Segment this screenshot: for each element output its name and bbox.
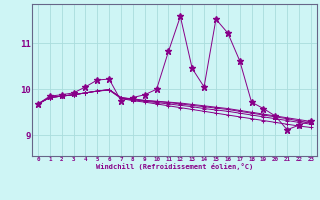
X-axis label: Windchill (Refroidissement éolien,°C): Windchill (Refroidissement éolien,°C) [96,163,253,170]
